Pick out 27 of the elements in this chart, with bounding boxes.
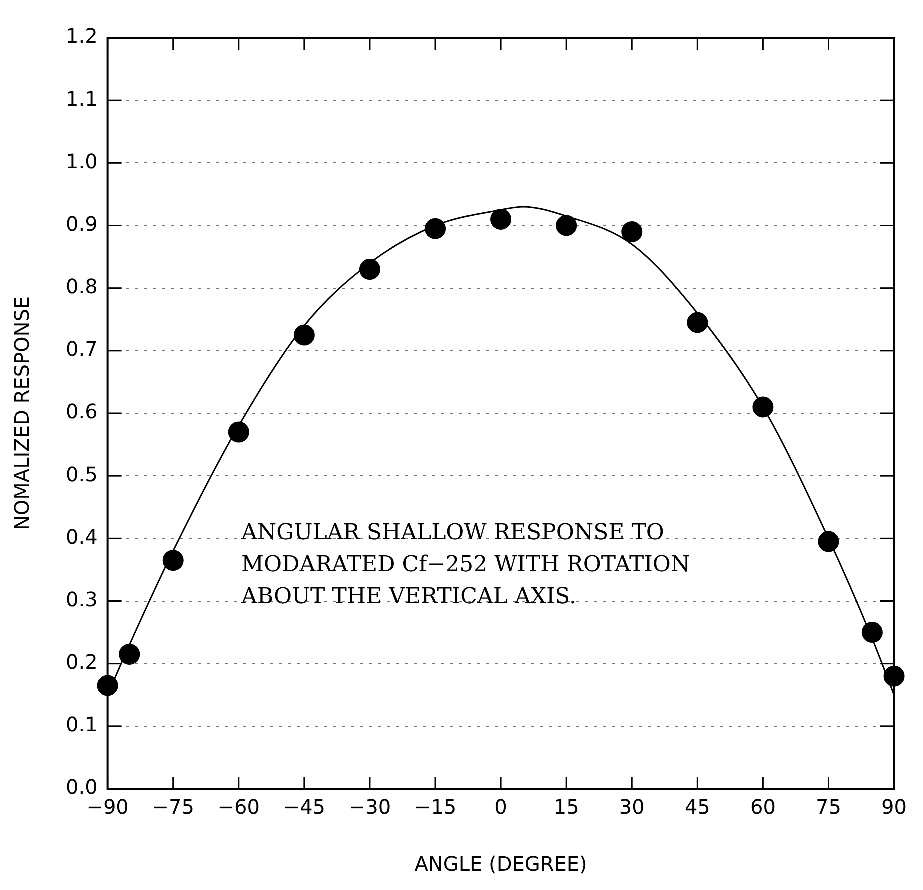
x-tick-label: 90 [882, 795, 907, 820]
y-tick-label: 0.3 [66, 587, 98, 612]
y-tick-label: 0.7 [66, 337, 98, 362]
x-tick-label: 45 [684, 795, 710, 820]
x-tick-label: 15 [554, 795, 580, 820]
x-tick-label: 75 [816, 795, 842, 820]
annotation: ANGULAR SHALLOW RESPONSE TO MODARATED Cf−252 WITH ROTATION ABOUT THE VERTICAL AXIS. [240, 520, 690, 610]
y-tick-label: 0.5 [66, 462, 98, 486]
y-tick-label: 0.1 [66, 712, 98, 737]
y-tick-label: 1.1 [66, 86, 98, 111]
y-axis-title: NOMALIZED RESPONSE [10, 296, 34, 531]
y-tick-label: 0.8 [66, 274, 98, 299]
y-tick-label: 0.9 [66, 212, 98, 236]
x-tick-label: −60 [218, 795, 260, 820]
x-tick-label: −30 [348, 795, 392, 820]
x-axis-title: ANGLE (DEGREE) [414, 852, 588, 876]
y-tick-label: 0.2 [66, 650, 98, 674]
y-tick-label: 1.0 [66, 149, 98, 174]
x-tick-label: −15 [414, 795, 457, 820]
x-tick-label: −45 [283, 795, 326, 820]
x-tick-label: 60 [750, 795, 776, 820]
x-tick-label: 30 [619, 795, 645, 820]
x-tick-label: −75 [152, 795, 194, 820]
y-tick-label: 0.6 [66, 400, 98, 424]
x-tick-label: 0 [494, 795, 508, 820]
y-tick-label: 1.2 [66, 24, 98, 48]
y-tick-label: 0.4 [66, 524, 98, 549]
